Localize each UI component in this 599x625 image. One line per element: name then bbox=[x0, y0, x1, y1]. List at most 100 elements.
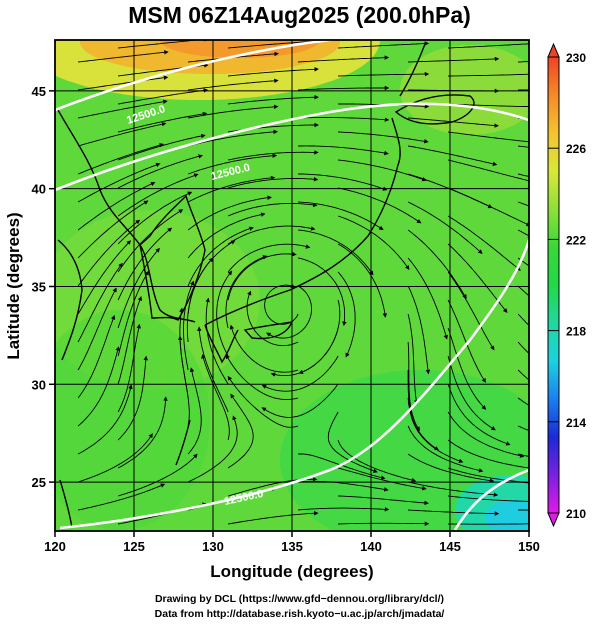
wind-streamline bbox=[448, 131, 529, 144]
wind-streamline bbox=[407, 370, 439, 451]
wind-streamline bbox=[338, 159, 427, 182]
wind-streamline bbox=[337, 439, 417, 483]
wind-streamline bbox=[337, 271, 356, 358]
colorbar-tick-label: 226 bbox=[566, 142, 586, 156]
wind-streamline bbox=[117, 154, 203, 189]
wind-streamline bbox=[77, 143, 165, 175]
credit-data: Data from http://database.rish.kyoto−u.a… bbox=[154, 608, 445, 620]
wind-streamline bbox=[77, 346, 120, 427]
wind-streamline bbox=[187, 367, 202, 455]
wind-streamline bbox=[187, 212, 266, 259]
wind-streamline bbox=[298, 55, 390, 63]
colorbar-tick-label: 222 bbox=[566, 233, 586, 247]
wind-streamline bbox=[327, 411, 378, 473]
x-tick-label: 140 bbox=[360, 539, 382, 554]
wind-streamline bbox=[517, 453, 529, 457]
wind-streamline bbox=[77, 287, 117, 371]
wind-streamline bbox=[205, 297, 229, 385]
wind-streamline bbox=[78, 75, 169, 91]
wind-streamline bbox=[78, 483, 166, 511]
wind-streamline bbox=[338, 495, 429, 506]
wind-streamline bbox=[298, 173, 388, 191]
wind-streamline bbox=[298, 507, 390, 512]
wind-streamline bbox=[216, 270, 233, 357]
wind-streamline bbox=[517, 369, 529, 383]
wind-streamline bbox=[408, 145, 498, 166]
wind-streamline bbox=[117, 173, 199, 217]
wind-streamline bbox=[228, 510, 319, 525]
wind-streamline bbox=[227, 251, 297, 301]
y-tick-label: 35 bbox=[32, 279, 46, 294]
height-contour-line bbox=[59, 239, 529, 530]
wind-streamline bbox=[197, 326, 229, 413]
x-tick-label: 130 bbox=[202, 539, 224, 554]
wind-streamline bbox=[448, 521, 529, 527]
sakhalin bbox=[399, 43, 426, 97]
y-axis-label: Latitude (degrees) bbox=[4, 212, 23, 359]
wind-streamline bbox=[229, 324, 299, 373]
wind-streamline bbox=[337, 467, 427, 491]
wind-streamline bbox=[448, 71, 529, 77]
wind-streamline bbox=[117, 355, 149, 441]
wind-streamline bbox=[338, 41, 430, 49]
wind-streamline bbox=[517, 425, 529, 433]
wind-streamline bbox=[517, 285, 529, 297]
wind-streamline bbox=[447, 299, 486, 383]
wind-streamline bbox=[201, 354, 230, 441]
wind-streamline bbox=[117, 270, 149, 357]
wind-streamline bbox=[227, 393, 254, 469]
wind-streamline bbox=[448, 41, 529, 49]
wind-streamline bbox=[77, 162, 161, 203]
wind-streamline bbox=[225, 354, 299, 400]
wind-streamline bbox=[407, 285, 431, 375]
wind-streamline bbox=[407, 201, 483, 254]
wind-streamline bbox=[298, 145, 389, 156]
wind-streamline bbox=[407, 397, 464, 463]
wind-streamline bbox=[338, 71, 430, 77]
wind-streamline bbox=[407, 453, 495, 483]
wind-streamline bbox=[187, 129, 279, 147]
wind-streamline bbox=[77, 314, 116, 399]
height-contour-line bbox=[55, 40, 338, 112]
wind-streamline bbox=[78, 50, 169, 63]
height-contour-line bbox=[453, 468, 529, 531]
wind-streamline bbox=[187, 415, 238, 483]
wind-streamline bbox=[117, 191, 193, 245]
wind-streamline bbox=[77, 433, 153, 483]
colorbar-tick-label: 230 bbox=[566, 51, 586, 65]
wind-streamline bbox=[77, 240, 132, 315]
wind-streamline bbox=[77, 121, 167, 147]
x-tick-label: 145 bbox=[439, 539, 461, 554]
wind-streamline bbox=[447, 215, 521, 271]
ryukyu-islands bbox=[175, 419, 191, 466]
y-tick-label: 40 bbox=[32, 182, 46, 197]
wind-streamline bbox=[517, 313, 529, 330]
wind-streamline bbox=[408, 56, 500, 63]
wind-streamline bbox=[187, 153, 278, 175]
wind-streamline bbox=[298, 117, 390, 122]
wind-streamline bbox=[188, 78, 279, 91]
wind-streamline bbox=[447, 327, 487, 410]
wind-streamline bbox=[407, 481, 499, 497]
wind-streamline bbox=[448, 495, 529, 504]
wind-streamline bbox=[517, 397, 529, 406]
x-axis-label: Longitude (degrees) bbox=[210, 562, 373, 581]
wind-streamline bbox=[266, 285, 312, 339]
height-contours bbox=[55, 40, 529, 531]
wind-streamline bbox=[447, 355, 496, 431]
wind-streamline bbox=[77, 384, 133, 455]
credits: Drawing by DCL (https://www.gfd−dennou.o… bbox=[0, 592, 599, 622]
wind-streamline bbox=[338, 521, 430, 526]
wind-streamline bbox=[408, 509, 500, 516]
wind-streamline bbox=[407, 229, 467, 300]
wind-streamline bbox=[183, 280, 195, 371]
wind-streamline bbox=[407, 313, 419, 405]
wind-streamline bbox=[338, 131, 429, 144]
wind-streamline bbox=[447, 439, 529, 471]
colorbar-min-arrow bbox=[547, 512, 560, 528]
wind-streamline bbox=[337, 215, 410, 271]
x-tick-label: 135 bbox=[281, 539, 303, 554]
wind-streamline bbox=[187, 195, 272, 231]
wind-streamline bbox=[77, 200, 149, 259]
